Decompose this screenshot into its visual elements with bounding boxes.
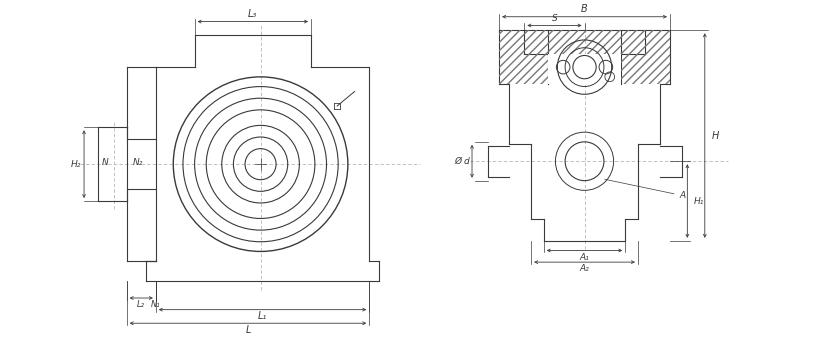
Text: A₁: A₁ xyxy=(579,253,589,262)
Bar xyxy=(525,54,548,84)
Text: L₂: L₂ xyxy=(137,300,145,309)
Bar xyxy=(548,54,621,84)
Text: A₂: A₂ xyxy=(579,264,589,273)
Text: L₁: L₁ xyxy=(258,311,267,321)
Bar xyxy=(645,30,670,84)
Text: B: B xyxy=(581,4,588,14)
Text: N₁: N₁ xyxy=(151,300,161,309)
Text: H: H xyxy=(712,130,719,141)
Text: L: L xyxy=(246,325,251,335)
Text: N₂: N₂ xyxy=(133,158,144,167)
Text: H₂: H₂ xyxy=(71,160,82,169)
Text: N: N xyxy=(102,158,109,167)
Bar xyxy=(621,54,645,84)
Text: S: S xyxy=(552,14,557,23)
Text: H₁: H₁ xyxy=(694,196,704,206)
Text: Ø d: Ø d xyxy=(455,157,470,166)
Text: A: A xyxy=(605,179,685,200)
Bar xyxy=(499,30,525,84)
Text: L₃: L₃ xyxy=(248,9,257,19)
Bar xyxy=(525,30,645,54)
